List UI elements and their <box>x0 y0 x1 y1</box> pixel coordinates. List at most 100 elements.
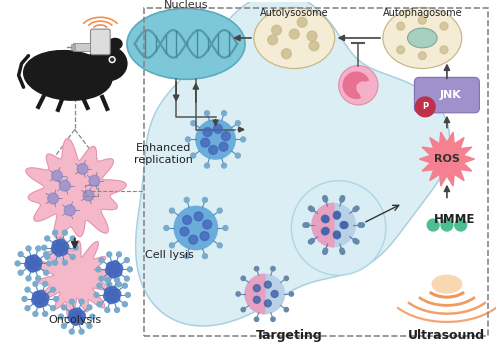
Circle shape <box>222 132 230 141</box>
Circle shape <box>68 314 77 322</box>
Text: ROS: ROS <box>434 154 460 164</box>
Circle shape <box>201 138 209 147</box>
Circle shape <box>45 236 50 241</box>
Circle shape <box>83 190 94 201</box>
Circle shape <box>105 307 110 313</box>
Circle shape <box>28 263 37 272</box>
Circle shape <box>203 128 212 137</box>
Circle shape <box>322 196 327 200</box>
Circle shape <box>427 219 439 231</box>
Circle shape <box>268 35 278 45</box>
Circle shape <box>416 97 435 117</box>
Circle shape <box>271 290 278 297</box>
Circle shape <box>79 299 84 304</box>
Circle shape <box>69 309 84 325</box>
Circle shape <box>356 81 370 95</box>
Circle shape <box>26 256 34 265</box>
Circle shape <box>308 240 313 244</box>
Circle shape <box>308 206 313 210</box>
Circle shape <box>114 307 119 313</box>
Circle shape <box>109 57 115 62</box>
Circle shape <box>30 255 39 264</box>
Text: P: P <box>422 102 428 111</box>
Circle shape <box>254 267 258 271</box>
Circle shape <box>418 52 426 60</box>
Circle shape <box>42 312 48 316</box>
Circle shape <box>106 266 114 275</box>
Circle shape <box>254 317 258 322</box>
Circle shape <box>39 297 48 306</box>
Circle shape <box>54 296 59 302</box>
Circle shape <box>112 289 120 298</box>
Circle shape <box>48 193 58 204</box>
Circle shape <box>241 307 246 312</box>
Circle shape <box>79 329 84 334</box>
Circle shape <box>87 305 92 310</box>
Circle shape <box>240 137 246 142</box>
Circle shape <box>314 205 354 245</box>
Circle shape <box>455 219 466 231</box>
Circle shape <box>50 287 56 292</box>
Circle shape <box>62 260 68 265</box>
Circle shape <box>396 22 404 30</box>
Bar <box>144 8 488 336</box>
Circle shape <box>44 270 49 275</box>
Circle shape <box>196 120 235 159</box>
Circle shape <box>60 180 70 191</box>
Circle shape <box>90 314 95 319</box>
Circle shape <box>56 239 66 248</box>
Circle shape <box>128 267 132 272</box>
Circle shape <box>186 137 190 142</box>
Circle shape <box>271 267 275 271</box>
Circle shape <box>46 261 52 266</box>
Circle shape <box>122 283 128 288</box>
Polygon shape <box>35 237 117 319</box>
Circle shape <box>26 256 42 271</box>
Circle shape <box>42 282 48 286</box>
Circle shape <box>182 216 192 224</box>
Circle shape <box>76 311 86 320</box>
Ellipse shape <box>254 8 334 69</box>
Circle shape <box>111 294 120 302</box>
Circle shape <box>60 242 68 251</box>
Circle shape <box>62 323 66 328</box>
Polygon shape <box>420 132 474 186</box>
Circle shape <box>219 142 228 151</box>
Circle shape <box>241 276 246 280</box>
Circle shape <box>341 221 348 228</box>
Circle shape <box>338 66 378 105</box>
Circle shape <box>25 306 30 310</box>
Circle shape <box>334 212 340 219</box>
Circle shape <box>272 25 281 35</box>
Circle shape <box>58 314 64 319</box>
Circle shape <box>116 282 121 287</box>
Circle shape <box>204 163 210 168</box>
Circle shape <box>64 205 75 216</box>
Circle shape <box>110 58 114 61</box>
Circle shape <box>271 317 275 322</box>
Circle shape <box>22 296 27 302</box>
Circle shape <box>104 288 114 296</box>
Circle shape <box>353 238 358 243</box>
Circle shape <box>74 245 78 250</box>
Ellipse shape <box>432 275 462 293</box>
Circle shape <box>108 286 118 295</box>
Circle shape <box>312 204 356 247</box>
Circle shape <box>113 268 122 277</box>
Polygon shape <box>136 0 450 326</box>
Circle shape <box>310 238 314 243</box>
Circle shape <box>200 232 209 240</box>
Circle shape <box>108 269 118 278</box>
Circle shape <box>37 290 46 299</box>
Bar <box>73 43 90 51</box>
Circle shape <box>99 258 104 263</box>
Bar <box>71 44 74 50</box>
Circle shape <box>340 198 344 202</box>
Circle shape <box>73 308 82 317</box>
Ellipse shape <box>108 38 122 49</box>
Circle shape <box>96 267 101 272</box>
Text: Autophagosome: Autophagosome <box>382 8 462 18</box>
Circle shape <box>35 299 43 307</box>
Circle shape <box>218 208 222 213</box>
Circle shape <box>36 246 40 251</box>
